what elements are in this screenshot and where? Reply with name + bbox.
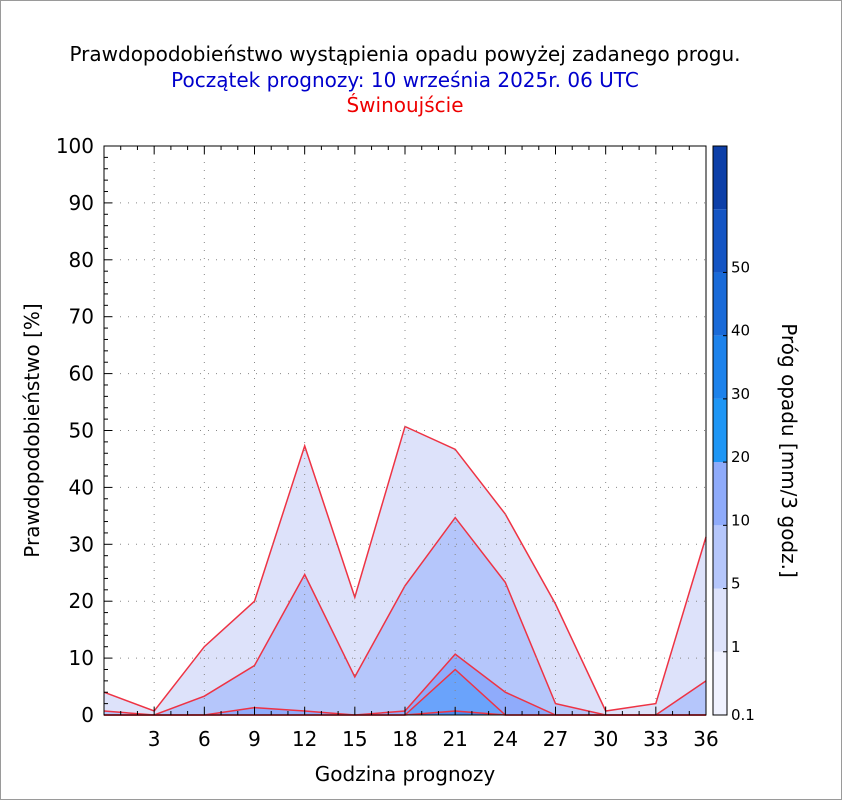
y-tick-label: 50	[69, 419, 94, 443]
y-tick-label: 70	[69, 305, 94, 329]
colorbar-label: 0.1	[731, 706, 755, 724]
colorbar-label: 5	[731, 575, 741, 593]
colorbar-frame	[712, 145, 728, 716]
x-tick-label: 18	[392, 727, 417, 751]
x-tick-label: 6	[198, 727, 211, 751]
x-axis-title: Godzina prognozy	[315, 762, 496, 786]
location-subtitle: Świnoujście	[346, 93, 464, 117]
x-tick-label: 21	[442, 727, 467, 751]
y-tick-label: 10	[69, 646, 94, 670]
y-tick-label: 90	[69, 191, 94, 215]
y-tick-label: 20	[69, 589, 94, 613]
x-tick-label: 24	[493, 727, 518, 751]
x-tick-labels: 3 6 9 12 15 18 21 24 27 30 33 36	[148, 727, 719, 751]
y-tick-label: 0	[81, 703, 94, 727]
x-tick-label: 3	[148, 727, 161, 751]
colorbar-band	[713, 272, 727, 336]
x-tick-label: 30	[593, 727, 618, 751]
x-tick-label: 36	[693, 727, 718, 751]
y-tick-label: 60	[69, 362, 94, 386]
x-tick-label: 12	[292, 727, 317, 751]
y-tick-labels: 0 10 20 30 40 50 60 70 80 90 100	[56, 134, 94, 727]
colorbar-label: 10	[731, 511, 750, 529]
y-tick-label: 30	[69, 532, 94, 556]
y-tick-label: 100	[56, 134, 94, 158]
colorbar-band	[713, 525, 727, 589]
colorbar-band	[713, 588, 727, 652]
colorbar-label: 20	[731, 448, 750, 466]
colorbar-labels: 0.1 1 5 10 20 30 40 50	[723, 258, 755, 724]
colorbar-band	[713, 651, 727, 715]
colorbar-label: 40	[731, 322, 750, 340]
x-tick-label: 27	[543, 727, 568, 751]
forecast-start-subtitle: Początek prognozy: 10 września 2025r. 06…	[171, 68, 639, 92]
colorbar-band	[713, 146, 727, 210]
x-tick-label: 9	[248, 727, 261, 751]
x-tick-label: 15	[342, 727, 367, 751]
x-tick-label: 33	[643, 727, 668, 751]
colorbar-band	[713, 335, 727, 399]
colorbar	[712, 145, 728, 716]
y-tick-label: 80	[69, 248, 94, 272]
chart-title: Prawdopodobieństwo wystąpienia opadu pow…	[69, 42, 741, 66]
colorbar-band	[713, 462, 727, 526]
colorbar-label: 50	[731, 258, 750, 276]
plot-frame	[103, 145, 707, 716]
y-axis-title: Prawdopodobieństwo [%]	[20, 303, 44, 557]
colorbar-title: Próg opadu [mm/3 godz.]	[777, 323, 801, 578]
colorbar-label: 30	[731, 385, 750, 403]
y-tick-label: 40	[69, 475, 94, 499]
colorbar-band	[713, 398, 727, 463]
colorbar-label: 1	[731, 638, 741, 656]
colorbar-band	[713, 209, 727, 273]
